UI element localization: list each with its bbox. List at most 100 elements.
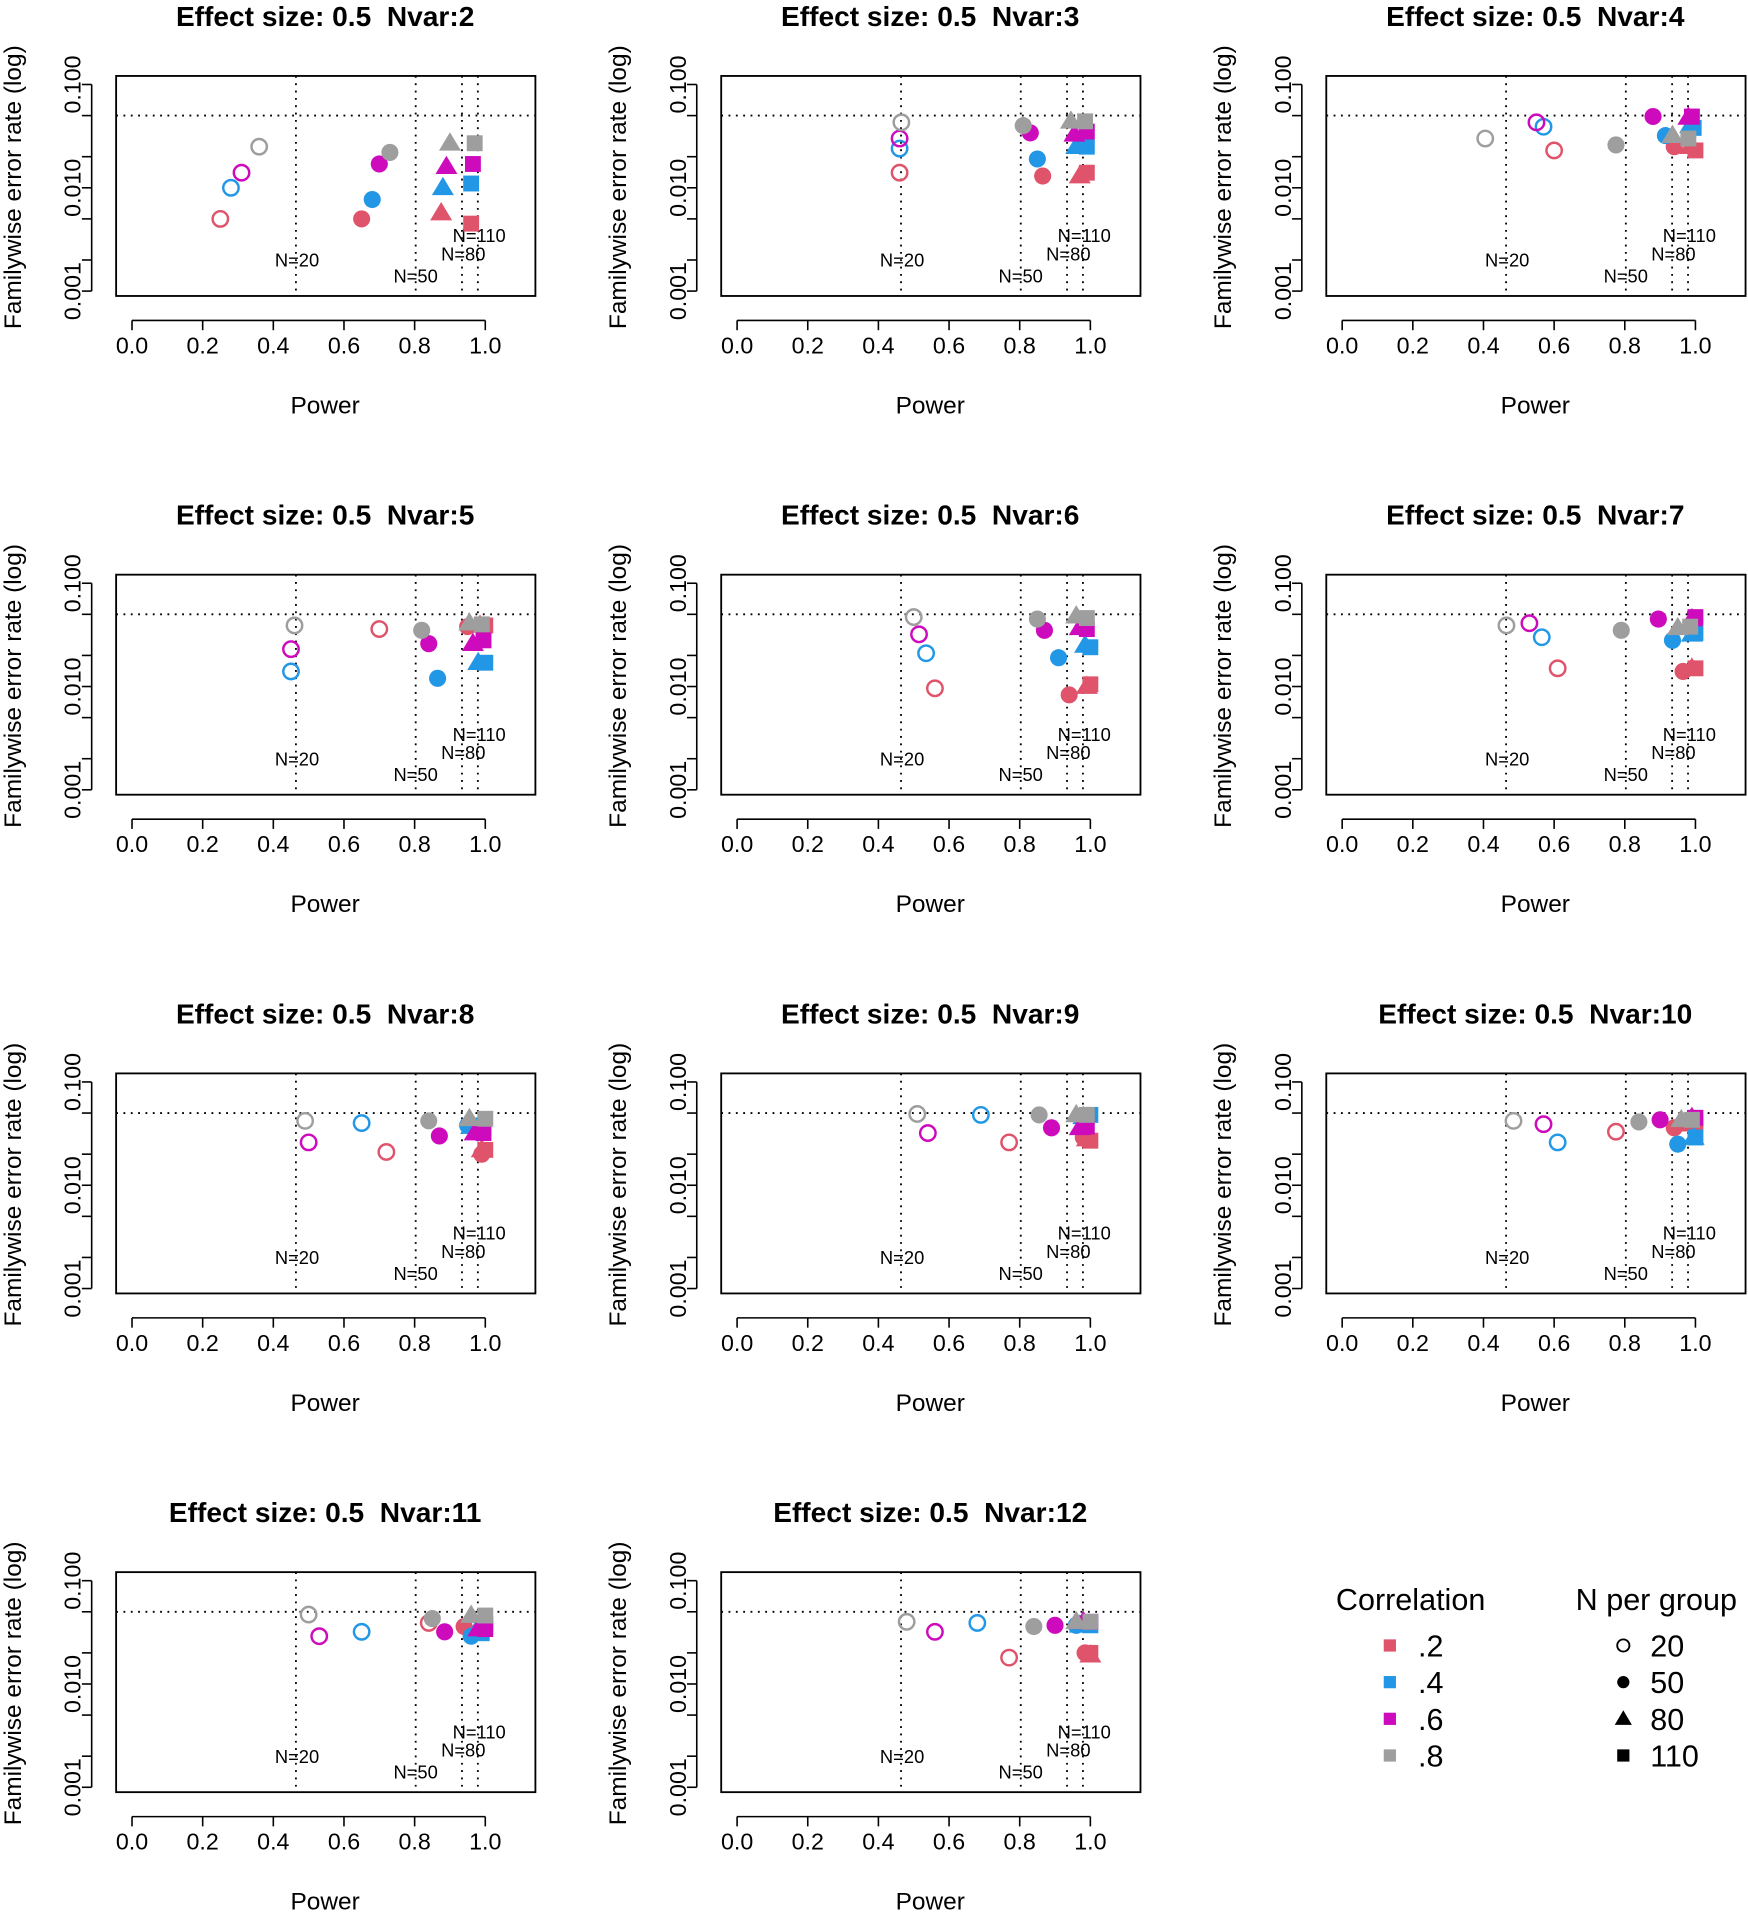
panel: Effect size: 0.5 Nvar:2 0.0 0.2 0.4 0.6 0.8 1.… [0,1,537,419]
data-point [363,190,381,209]
power-reference-label: N=110 [453,1721,506,1742]
legend-swatch [1383,1749,1396,1762]
y-tick-label: 0.100 [665,55,691,113]
power-reference-label: N=20 [275,1746,319,1767]
y-tick-label: 0.010 [60,159,86,217]
plot-box [1325,573,1747,796]
panel-title: Effect size: 0.5 Nvar:9 [781,998,1079,1029]
x-tick-label: 0.6 [328,831,360,857]
panel: Effect size: 0.5 Nvar:12 0.0 0.2 0.4 0.6 0.8 1… [605,1497,1142,1916]
y-tick-label: 0.010 [60,657,86,715]
plot-box [115,1072,537,1295]
x-tick-label: 0.2 [187,1829,219,1855]
data-point [299,1133,318,1152]
power-reference-label: N=50 [999,764,1043,785]
power-reference-label: N=80 [1046,742,1090,763]
data-point [222,178,240,197]
y-tick-label: 0.010 [60,1655,86,1713]
x-tick-label: 0.4 [862,1829,894,1855]
data-point [458,1107,481,1127]
x-tick-label: 0.8 [398,1330,430,1356]
x-tick-label: 0.0 [116,831,148,857]
data-point [1000,1133,1019,1152]
x-axis-label: Power [896,891,965,918]
data-point [413,621,431,639]
data-point [1030,1106,1048,1124]
power-reference-label: N=20 [880,1247,924,1268]
y-tick-label: 0.100 [1270,1053,1296,1111]
data-point [477,1110,494,1127]
power-reference-label: N=110 [1058,225,1111,246]
y-axis-label: Familywise error rate (log) [0,1541,27,1825]
data-point [1077,113,1094,130]
data-point [477,1607,494,1624]
data-point [1042,1119,1061,1137]
data-point [1034,167,1052,185]
plot-box [115,75,537,297]
data-point [438,132,461,151]
x-tick-label: 0.2 [1397,332,1429,358]
data-point [908,1105,927,1123]
panel-title: Effect size: 0.5 Nvar:8 [176,998,474,1029]
data-point [1082,676,1099,693]
data-point [892,113,911,132]
data-point [299,1605,318,1624]
power-reference-label: N=80 [1651,1241,1695,1262]
data-point [917,644,936,663]
x-tick-label: 0.2 [1397,831,1429,857]
x-axis-label: Power [291,891,360,918]
y-tick-label: 0.010 [60,1156,86,1214]
legend-label: 110 [1650,1739,1699,1773]
plot-box [720,75,1142,297]
power-reference-label: N=110 [1058,1721,1111,1742]
x-tick-label: 1.0 [469,831,501,857]
panel-title: Effect size: 0.5 Nvar:4 [1386,1,1685,32]
power-reference-label: N=20 [880,1746,924,1767]
plot-box [1325,1072,1747,1295]
x-tick-label: 0.2 [792,332,824,358]
data-point [431,176,454,196]
data-point [1683,1111,1700,1128]
x-tick-label: 0.4 [862,1330,894,1356]
data-point [1527,113,1546,132]
data-point [310,1627,329,1646]
data-point [1078,1106,1095,1123]
data-point [1059,110,1082,129]
power-reference-label: N=50 [999,266,1043,287]
x-tick-label: 0.4 [862,831,894,857]
x-tick-label: 0.0 [116,1330,148,1356]
plot-box [115,573,537,796]
power-reference-label: N=50 [999,1263,1043,1284]
panel: Effect size: 0.5 Nvar:6 0.0 0.2 0.4 0.6 0.8 1.… [605,500,1142,918]
power-reference-label: N=50 [1604,266,1648,287]
x-tick-label: 0.8 [1004,1829,1036,1855]
data-point [377,1143,396,1161]
plot-box [720,1072,1142,1295]
data-point [460,1604,483,1623]
data-point [1497,616,1516,635]
power-reference-label: N=80 [1651,742,1695,763]
panel-title: Effect size: 0.5 Nvar:10 [1378,998,1692,1029]
x-tick-label: 0.6 [1538,831,1570,857]
power-reference-label: N=20 [880,748,924,769]
data-point [890,129,909,148]
legend-label: .8 [1418,1739,1443,1773]
data-point [1000,1648,1019,1667]
y-axis-label: Familywise error rate (log) [1210,544,1237,828]
x-tick-label: 0.0 [1326,1330,1358,1356]
data-point [1078,164,1095,181]
data-point [1476,129,1495,148]
x-tick-label: 0.0 [116,1829,148,1855]
x-tick-label: 0.4 [1467,1330,1499,1356]
x-tick-label: 0.4 [1467,332,1499,358]
y-tick-label: 0.100 [60,1053,86,1111]
panel-title: Effect size: 0.5 Nvar:6 [781,500,1079,531]
data-point [1687,142,1704,159]
data-point [285,616,304,635]
y-tick-label: 0.010 [1270,159,1296,217]
x-tick-label: 0.8 [398,332,430,358]
data-point [1082,639,1099,656]
x-tick-label: 0.0 [721,332,753,358]
y-axis-label: Familywise error rate (log) [1210,1043,1237,1327]
